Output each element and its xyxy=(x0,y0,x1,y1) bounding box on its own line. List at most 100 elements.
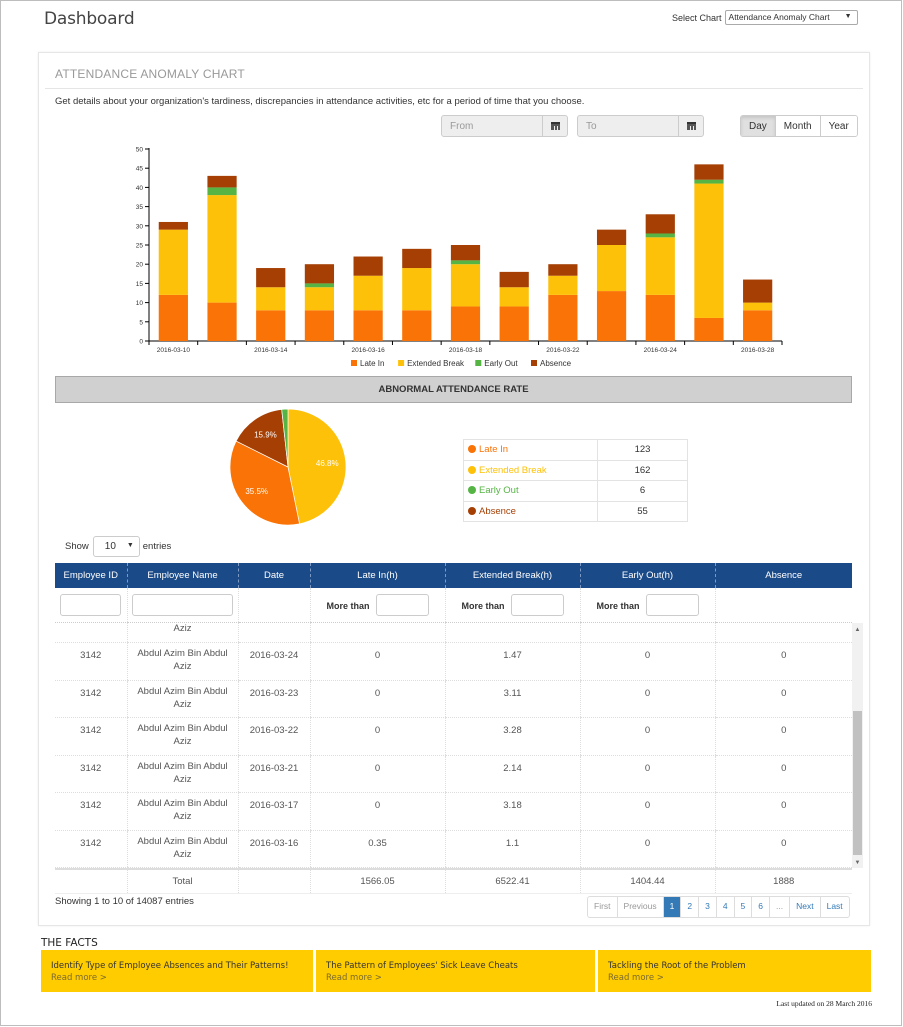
scroll-up-icon[interactable]: ▲ xyxy=(854,626,861,633)
late-in-filter[interactable] xyxy=(375,593,429,616)
late-in-cell: 0 xyxy=(309,792,445,831)
table-row[interactable]: 3142 Abdul Azim Bin Abdul Aziz 2016-03-23 0… xyxy=(55,680,852,718)
employee-id-cell: 3142 xyxy=(55,755,127,793)
fact-card[interactable]: Identify Type of Employee Absences and T… xyxy=(41,950,313,992)
legend-swatch-icon xyxy=(398,360,405,366)
extended-break-cell: 2.14 xyxy=(444,755,580,793)
table-row[interactable]: 3142 Abdul Azim Bin Abdul Aziz 2016-03-22 0… xyxy=(55,717,852,756)
chevron-down-icon: ▼ xyxy=(844,13,852,20)
column-header-absence[interactable]: Absence xyxy=(714,563,852,588)
page-button-6[interactable]: 6 xyxy=(751,897,769,917)
to-date-input[interactable]: To xyxy=(577,115,704,137)
early-out-cell: 0 xyxy=(579,642,715,681)
y-tick-label: 10 xyxy=(136,300,144,307)
read-more-link[interactable]: Read more > xyxy=(51,973,107,983)
table-row[interactable]: 3142 Abdul Azim Bin Abdul Aziz 2016-03-21 0… xyxy=(55,755,852,793)
employee-name-filter[interactable] xyxy=(132,593,233,616)
fact-title: The Pattern of Employees' Sick Leave Che… xyxy=(326,961,518,971)
from-date-input[interactable]: From xyxy=(441,115,568,137)
period-month-button[interactable]: Month xyxy=(774,116,820,136)
chevron-down-icon: ▼ xyxy=(126,542,134,549)
extended-break-cell: 3.18 xyxy=(444,792,580,831)
early-out-filter[interactable] xyxy=(645,593,699,616)
page-button-previous[interactable]: Previous xyxy=(616,897,663,917)
pie-data-label: 35.5% xyxy=(245,487,268,496)
fact-card[interactable]: The Pattern of Employees' Sick Leave Che… xyxy=(316,950,595,992)
legend-swatch-icon xyxy=(351,360,357,366)
extended-break-cell: 1.47 xyxy=(444,642,580,681)
column-header-late-in[interactable]: Late In(h) xyxy=(309,563,445,588)
employee-name-cell: Abdul Azim Bin Abdul Aziz xyxy=(126,717,238,756)
pie-data-label: 46.8% xyxy=(316,459,339,468)
bar-segment-extended-break xyxy=(743,302,773,311)
last-updated: Last updated on 28 March 2016 xyxy=(776,999,872,1008)
legend-dot-icon xyxy=(468,486,476,495)
bar-segment-extended-break xyxy=(158,229,188,295)
extended-break-filter[interactable] xyxy=(510,593,564,616)
facts-list: Identify Type of Employee Absences and T… xyxy=(41,950,871,992)
bar-segment-extended-break xyxy=(596,245,627,292)
column-header-extended-break[interactable]: Extended Break(h) xyxy=(444,563,580,588)
read-more-link[interactable]: Read more > xyxy=(608,973,664,983)
page-button-4[interactable]: 4 xyxy=(715,897,734,917)
employee-id-filter[interactable] xyxy=(60,593,122,616)
select-chart-dropdown[interactable]: Attendance Anomaly Chart ▼ xyxy=(724,10,858,25)
y-tick-label: 45 xyxy=(136,166,144,173)
fact-title: Tackling the Root of the Problem xyxy=(608,961,746,971)
early-out-cell: 0 xyxy=(579,717,715,756)
bar-segment-late-in xyxy=(256,310,286,341)
page-button-last[interactable]: Last xyxy=(819,897,849,917)
bar-segment-early-out xyxy=(207,187,237,196)
bar-segment-absence xyxy=(158,221,188,230)
bar-segment-absence xyxy=(499,271,529,288)
period-year-button[interactable]: Year xyxy=(819,116,857,136)
read-more-link[interactable]: Read more > xyxy=(326,973,382,983)
stacked-bar-chart: 0 5 10 15 20 25 30 35 40 45 50 2016-03-10 2016-03-14… xyxy=(136,147,783,526)
legend-label: Early Out xyxy=(484,359,518,368)
late-in-cell: 0.35 xyxy=(309,830,445,868)
scroll-down-icon[interactable]: ▼ xyxy=(854,859,861,866)
more-than-label: More than xyxy=(596,601,640,612)
table-row[interactable]: 3142 Abdul Azim Bin Abdul Aziz 2016-03-16 0… xyxy=(55,830,852,868)
period-day-button[interactable]: Day xyxy=(741,116,775,136)
table-header: Employee ID Employee Name Date Late In(h… xyxy=(55,563,852,623)
page-button-3[interactable]: 3 xyxy=(698,897,716,917)
absence-cell: 0 xyxy=(714,680,852,718)
table-scrollbar[interactable]: ▲ ▼ xyxy=(852,622,863,868)
table-body-scroll[interactable]: Aziz 3142 Abdul Azim Bin Abdul Aziz 2016-0… xyxy=(55,622,863,868)
y-tick-label: 25 xyxy=(136,243,144,250)
bar-segment-early-out xyxy=(450,260,481,265)
page-button-2[interactable]: 2 xyxy=(680,897,698,917)
scrollbar-thumb[interactable] xyxy=(853,710,862,855)
total-early-out: 1404.44 xyxy=(579,867,715,894)
bar-segment-late-in xyxy=(548,294,578,341)
column-header-employee-id[interactable]: Employee ID xyxy=(55,563,127,588)
fact-card[interactable]: Tackling the Root of the Problem Read mo… xyxy=(598,950,871,992)
bar-segment-extended-break xyxy=(304,287,335,311)
from-calendar-button[interactable] xyxy=(542,116,567,136)
date-cell: 2016-03-22 xyxy=(237,717,310,756)
column-header-early-out[interactable]: Early Out(h) xyxy=(579,563,715,588)
table-row-partial: Aziz xyxy=(55,622,852,643)
legend-row: Extended Break 162 xyxy=(463,459,688,481)
select-chart-label: Select Chart xyxy=(672,12,722,23)
column-header-date[interactable]: Date xyxy=(237,563,310,588)
page-length-select[interactable]: 10 ▼ xyxy=(92,536,140,557)
employee-name-cell: Aziz xyxy=(126,622,238,643)
page-button-first[interactable]: First xyxy=(594,901,611,911)
page-button-1[interactable]: 1 xyxy=(662,897,681,917)
page-length-control: Show 10 ▼ entries xyxy=(65,536,171,557)
bar-segment-early-out xyxy=(694,179,724,184)
column-header-employee-name[interactable]: Employee Name xyxy=(126,563,238,588)
employee-id-cell: 3142 xyxy=(55,680,127,718)
legend-label-cell: Late In xyxy=(463,439,598,461)
page-button-next[interactable]: Next xyxy=(789,897,819,917)
extended-break-cell: 1.1 xyxy=(444,830,580,868)
y-tick-label: 50 xyxy=(136,147,144,154)
page-button-5[interactable]: 5 xyxy=(733,897,752,917)
to-calendar-button[interactable] xyxy=(678,116,703,136)
table-row[interactable]: 3142 Abdul Azim Bin Abdul Aziz 2016-03-17 0… xyxy=(55,792,852,831)
table-row[interactable]: 3142 Abdul Azim Bin Abdul Aziz 2016-03-24 0… xyxy=(55,642,852,681)
table-info: Showing 1 to 10 of 14087 entries xyxy=(55,896,194,907)
